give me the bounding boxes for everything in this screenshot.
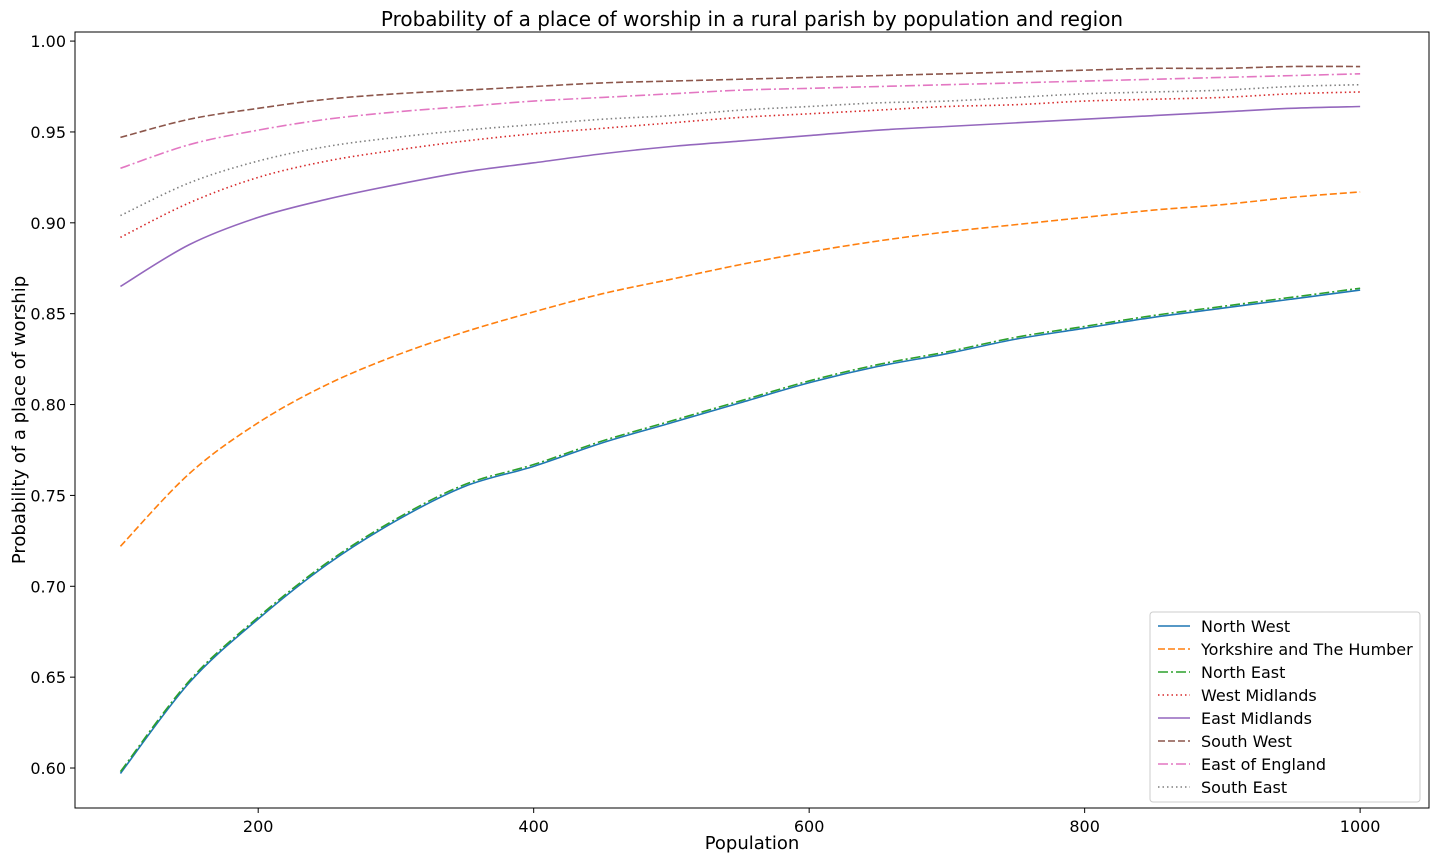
legend-label-south-west: South West	[1201, 732, 1292, 751]
series-layer	[119, 65, 1361, 774]
legend-label-east-midlands: East Midlands	[1201, 709, 1312, 728]
x-tick-label: 1000	[1340, 817, 1381, 836]
x-axis-label: Population	[705, 833, 800, 854]
legend-label-south-east: South East	[1201, 778, 1287, 797]
series-line-south-west	[120, 65, 1361, 139]
y-tick-label: 0.70	[30, 577, 66, 596]
legend-label-east-of-england: East of England	[1201, 755, 1326, 774]
x-tick-label: 400	[518, 817, 549, 836]
series-line-west-midlands	[120, 91, 1361, 239]
y-tick-label: 0.60	[30, 759, 66, 778]
y-tick-label: 0.90	[30, 214, 66, 233]
x-tick-label: 800	[1069, 817, 1100, 836]
plot-area-frame	[74, 31, 1430, 809]
x-tick-label: 200	[243, 817, 274, 836]
legend-label-west-midlands: West Midlands	[1201, 686, 1317, 705]
series-line-yorkshire-and-the-humber	[119, 191, 1361, 547]
y-tick-label: 1.00	[30, 32, 66, 51]
legend: North West Yorkshire and The Humber North …	[1149, 611, 1421, 803]
legend-frame	[1149, 611, 1421, 803]
chart-title: Probability of a place of worship in a r…	[381, 7, 1123, 31]
x-tick-label: 600	[794, 817, 825, 836]
series-line-north-west	[119, 289, 1361, 774]
series-line-north-east	[119, 287, 1361, 773]
x-axis: 200 400 600 800 1000	[243, 808, 1381, 836]
y-tick-label: 0.85	[30, 305, 66, 324]
y-tick-label: 0.95	[30, 123, 66, 142]
legend-label-north-east: North East	[1201, 663, 1285, 682]
series-line-east-midlands	[120, 105, 1361, 288]
legend-label-yorkshire-and-the-humber: Yorkshire and The Humber	[1200, 640, 1413, 659]
legend-label-north-west: North West	[1201, 617, 1290, 636]
series-line-east-of-england	[120, 73, 1361, 170]
y-axis: 0.60 0.65 0.70 0.75 0.80 0.85 0.90 0.95 1.00	[30, 32, 75, 778]
y-tick-label: 0.80	[30, 396, 66, 415]
y-tick-label: 0.65	[30, 668, 66, 687]
y-axis-label: Probability of a place of worship	[9, 276, 30, 564]
y-tick-label: 0.75	[30, 486, 66, 505]
